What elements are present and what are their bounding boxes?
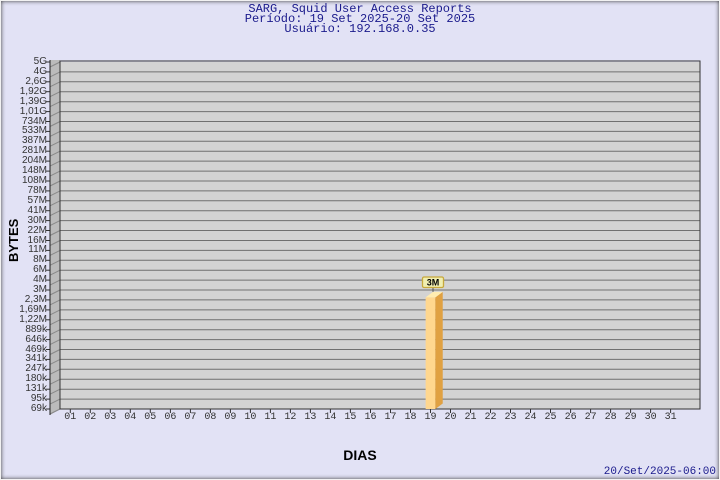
svg-text:3M: 3M <box>427 278 440 288</box>
